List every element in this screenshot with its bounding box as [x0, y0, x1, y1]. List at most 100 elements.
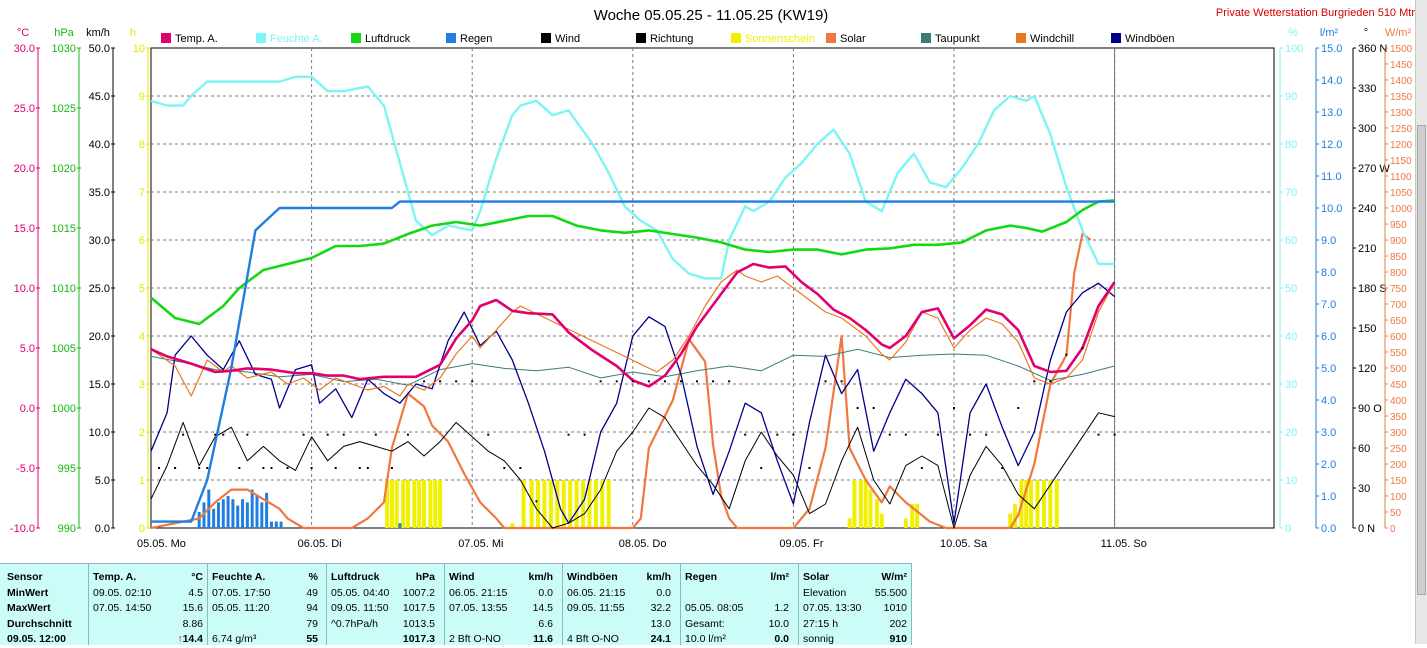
left-tick-label: 50.0 — [89, 43, 110, 55]
rain-bar — [398, 523, 402, 528]
rain-bar — [260, 502, 264, 528]
right-tick-label: 50 — [1390, 508, 1402, 519]
right-axis-unit: W/m² — [1385, 27, 1412, 39]
left-tick-label: 45.0 — [89, 91, 110, 103]
direction-dot — [647, 380, 650, 383]
direction-dot — [214, 433, 217, 436]
rain-bar — [221, 499, 225, 528]
legend-item: Solar — [826, 33, 866, 45]
direction-dot — [744, 433, 747, 436]
stats-cell-value: 4.5 — [188, 586, 203, 599]
direction-dot — [1065, 353, 1068, 356]
legend-swatch — [1016, 33, 1026, 43]
stats-header-label: Wind — [449, 571, 475, 583]
right-tick-label: 1150 — [1390, 156, 1412, 167]
left-tick-label: 0 — [139, 523, 145, 535]
right-tick-label: 210 — [1358, 243, 1376, 255]
sunshine-bar — [542, 480, 547, 528]
left-tick-label: 4 — [139, 331, 145, 343]
left-tick-label: 30.0 — [14, 43, 35, 55]
stats-cell-label: 4 Bft O-NO — [567, 633, 619, 645]
rain-bar — [226, 496, 230, 528]
right-tick-label: 10.0 — [1321, 203, 1342, 215]
stats-header: Feuchte A.% — [212, 570, 318, 586]
legend-item: Temp. A. — [161, 33, 218, 45]
left-tick-label: 25.0 — [89, 283, 110, 295]
stats-header-label: Regen — [685, 571, 718, 583]
row-label-avg: Durchschnitt — [7, 617, 72, 630]
stats-separator — [798, 564, 799, 645]
right-tick-label: 80 — [1285, 139, 1297, 151]
direction-dot — [985, 433, 988, 436]
rain-bar — [202, 502, 206, 528]
sunshine-bar — [1048, 480, 1053, 528]
legend-swatch — [921, 33, 931, 43]
stats-cell-value: 8.86 — [182, 617, 203, 630]
direction-dot — [358, 467, 361, 469]
stats-cell-label: 27:15 h — [803, 617, 839, 630]
stats-cell-value: 10.0 — [768, 617, 789, 630]
right-tick-label: 9.0 — [1321, 235, 1336, 247]
legend-item: Windböen — [1111, 33, 1175, 45]
sunshine-bar — [903, 518, 908, 528]
legend-item: Sonnenschein — [731, 33, 815, 45]
direction-dot — [246, 433, 249, 436]
stats-separator — [326, 564, 327, 645]
rain-bar — [265, 492, 269, 528]
rain-bar — [269, 521, 273, 528]
direction-dot — [856, 407, 859, 409]
sunshine-bar — [561, 480, 566, 528]
right-tick-label: 30 — [1358, 483, 1370, 495]
stats-cell-value: 94 — [306, 602, 318, 614]
stats-block-solar: Solar W/m² Elevation 55.500 07.05. 13:30 1010… — [803, 570, 907, 648]
right-tick-label: 450 — [1390, 380, 1407, 391]
right-tick-label: 150 — [1358, 323, 1376, 335]
right-tick-label: 100 — [1285, 43, 1303, 55]
right-tick-label: 1000 — [1390, 204, 1413, 215]
direction-dot — [342, 433, 345, 436]
sunshine-bar — [1024, 480, 1029, 528]
stats-cell-value: 14.5 — [532, 602, 553, 614]
vertical-scrollbar[interactable] — [1415, 0, 1427, 644]
direction-dot — [262, 467, 265, 469]
left-tick-label: 10.0 — [14, 283, 35, 295]
direction-dot — [390, 467, 393, 469]
stats-cell-value: 1007.2 — [402, 586, 435, 599]
right-tick-label: 1450 — [1390, 60, 1413, 71]
direction-dot — [808, 467, 811, 469]
stats-header: Wind km/h — [449, 570, 553, 586]
direction-dot — [423, 380, 426, 383]
sunshine-bar — [587, 480, 592, 528]
stats-cell-label: 10.0 l/m² — [685, 633, 726, 645]
stats-row: 09.05. 11:55 32.2 — [567, 601, 671, 617]
direction-dot — [728, 380, 731, 383]
direction-dot — [792, 433, 795, 436]
scrollbar-thumb[interactable] — [1417, 125, 1426, 595]
direction-dot — [439, 380, 442, 383]
stats-header: Regen l/m² — [685, 570, 789, 586]
right-tick-label: 30 — [1285, 379, 1297, 391]
right-tick-label: 240 — [1358, 203, 1376, 215]
left-tick-label: -5.0 — [16, 463, 35, 475]
rain-bar — [241, 499, 245, 528]
chart-title: Woche 05.05.25 - 11.05.25 (KW19) — [594, 7, 829, 24]
sunshine-bar — [536, 480, 541, 528]
sunshine-bar — [433, 480, 438, 528]
direction-dot — [696, 380, 699, 383]
direction-dot — [326, 433, 329, 436]
right-tick-label: 8.0 — [1321, 267, 1336, 279]
stats-separator — [680, 564, 681, 645]
direction-dot — [760, 467, 763, 469]
right-tick-label: 1350 — [1390, 92, 1413, 103]
direction-dot — [366, 467, 369, 469]
left-tick-label: 1015 — [52, 223, 76, 235]
direction-dot — [599, 380, 602, 383]
direction-dot — [158, 467, 161, 469]
direction-dot — [888, 433, 891, 436]
left-tick-label: 995 — [58, 463, 76, 475]
day-label: 09.05. Fr — [779, 538, 823, 550]
stats-header-label: Temp. A. — [93, 571, 137, 583]
stats-cell-value: 11.6 — [533, 633, 553, 645]
stats-cell-value: 1017.5 — [402, 602, 435, 614]
direction-dot — [270, 467, 273, 469]
